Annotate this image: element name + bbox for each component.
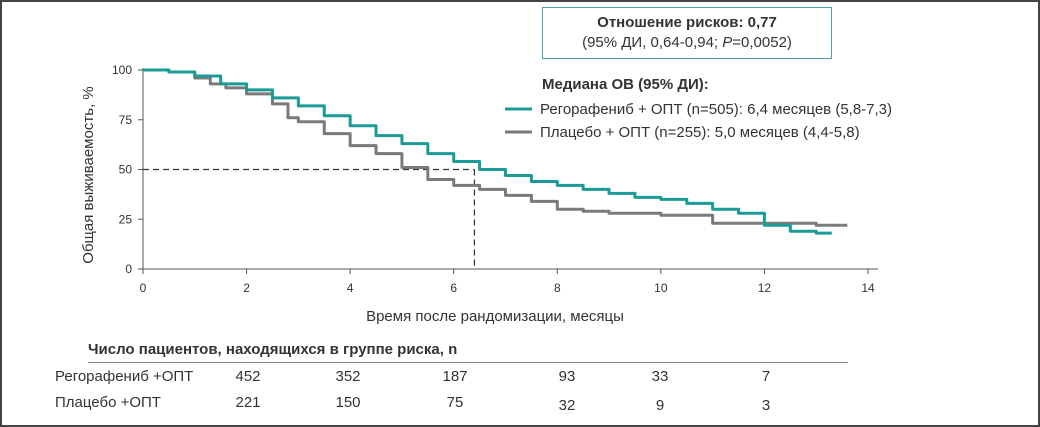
risk-cell: 32 (558, 397, 576, 414)
y-tick-label: 0 (125, 262, 132, 276)
risk-cell: 221 (235, 394, 261, 411)
x-tick-label: 14 (861, 281, 875, 295)
x-tick-label: 12 (758, 281, 772, 295)
y-tick-label: 100 (112, 63, 132, 77)
risk-table-title: Число пациентов, находящихся в группе ри… (88, 341, 458, 358)
x-tick-label: 8 (554, 281, 561, 295)
risk-cell: 352 (335, 368, 361, 385)
risk-row-label: Плацебо +ОПТ (55, 394, 161, 411)
risk-cell: 9 (655, 397, 665, 414)
x-axis-label: Время после рандомизации, месяцы (366, 308, 624, 325)
x-tick-label: 10 (654, 281, 668, 295)
risk-table-divider (88, 362, 848, 363)
hazard-ratio-ci: (95% ДИ, 0,64-0,94; P=0,0052) (582, 34, 792, 51)
x-tick-label: 6 (450, 281, 457, 295)
legend-title: Медиана ОВ (95% ДИ): (542, 76, 709, 93)
hazard-ratio-title: Отношение рисков: 0,77 (597, 14, 777, 31)
risk-cell: 452 (235, 368, 261, 385)
hazard-ratio-box: Отношение рисков: 0,77 (95% ДИ, 0,64-0,9… (542, 7, 832, 59)
survival-curve-placebo (143, 68, 848, 227)
risk-cell: 150 (335, 394, 361, 411)
survival-curve-regorafenib (143, 68, 832, 235)
risk-cell: 33 (651, 368, 669, 385)
y-tick-label: 50 (119, 163, 133, 177)
risk-row-label: Регорафениб +ОПТ (55, 368, 194, 385)
x-tick-label: 2 (243, 281, 250, 295)
risk-cell: 93 (558, 368, 576, 385)
legend-label-regorafenib: Регорафениб + ОПТ (n=505): 6,4 месяцев (… (540, 101, 892, 118)
x-tick-label: 0 (140, 281, 147, 295)
legend-label-placebo: Плацебо + ОПТ (n=255): 5,0 месяцев (4,4-… (540, 124, 860, 141)
x-tick-label: 4 (347, 281, 354, 295)
risk-cell: 7 (761, 368, 771, 385)
risk-cell: 75 (446, 394, 464, 411)
risk-cell: 3 (761, 397, 771, 414)
risk-cell: 187 (442, 368, 468, 385)
y-axis-label: Общая выживаемость, % (80, 86, 97, 263)
y-tick-label: 75 (119, 113, 133, 127)
y-tick-label: 25 (119, 212, 133, 226)
